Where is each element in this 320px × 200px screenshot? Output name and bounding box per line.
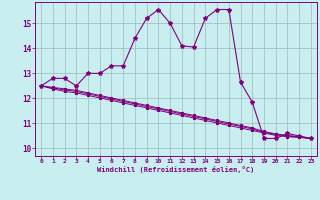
X-axis label: Windchill (Refroidissement éolien,°C): Windchill (Refroidissement éolien,°C) [97, 166, 255, 173]
